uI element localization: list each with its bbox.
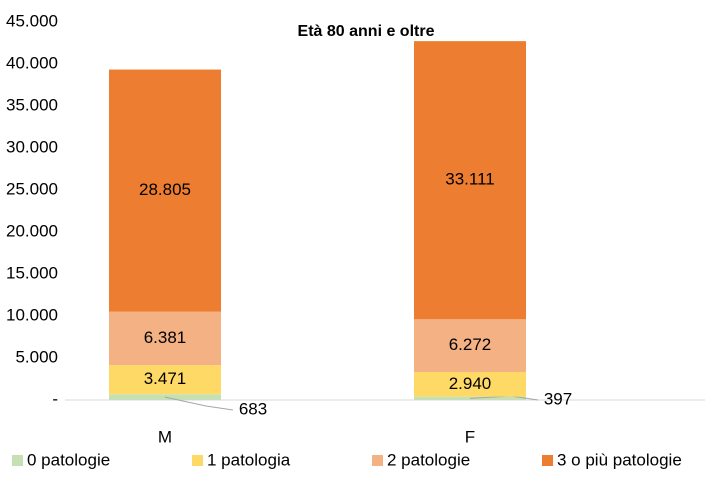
x-tick-label: M xyxy=(158,427,172,446)
data-label: 683 xyxy=(239,399,267,418)
data-label: 28.805 xyxy=(139,180,191,199)
bar-segment xyxy=(414,371,526,397)
x-tick-label: F xyxy=(465,427,475,446)
data-label: 6.272 xyxy=(449,335,492,354)
y-tick-label: 25.000 xyxy=(6,179,58,198)
legend-swatch xyxy=(372,455,383,466)
data-label: 2.940 xyxy=(449,374,492,393)
y-tick-label: 35.000 xyxy=(6,95,58,114)
legend-swatch xyxy=(192,455,203,466)
bar-segment xyxy=(414,41,526,320)
data-label: 3.471 xyxy=(144,369,187,388)
bar-segment xyxy=(414,319,526,372)
y-tick-label: 15.000 xyxy=(6,263,58,282)
y-tick-label: 20.000 xyxy=(6,221,58,240)
chart-title: Età 80 anni e oltre xyxy=(298,23,435,40)
legend-label: 0 patologie xyxy=(27,450,110,469)
y-tick-label: - xyxy=(52,389,58,408)
y-tick-label: 10.000 xyxy=(6,305,58,324)
y-tick-label: 45.000 xyxy=(6,11,58,30)
y-tick-label: 5.000 xyxy=(15,347,58,366)
data-label: 33.111 xyxy=(445,170,494,189)
legend-label: 2 patologie xyxy=(387,450,470,469)
data-label: 6.381 xyxy=(144,328,187,347)
legend-swatch xyxy=(542,455,553,466)
bar-segment xyxy=(109,311,221,366)
legend-label: 3 o più patologie xyxy=(557,450,682,469)
y-tick-label: 30.000 xyxy=(6,137,58,156)
bar-segment xyxy=(109,69,221,312)
data-label: 397 xyxy=(544,389,572,408)
bar-segment xyxy=(109,365,221,395)
legend-swatch xyxy=(12,455,23,466)
legend-label: 1 patologia xyxy=(207,450,291,469)
y-tick-label: 40.000 xyxy=(6,53,58,72)
leader-line xyxy=(164,396,234,411)
